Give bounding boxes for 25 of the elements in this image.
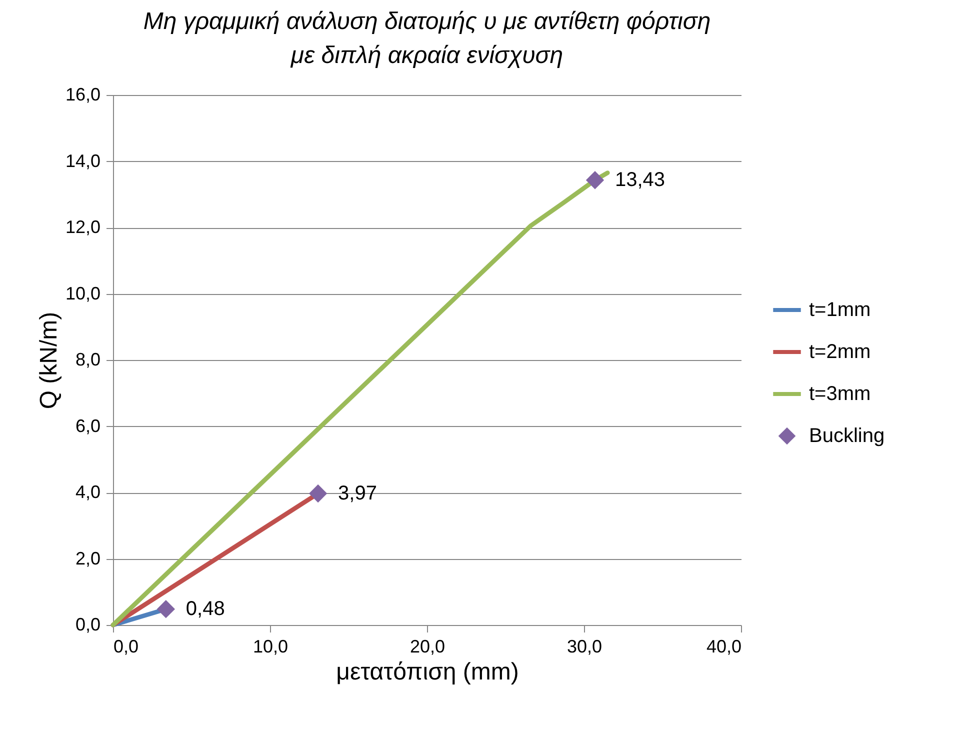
line-series: [110, 170, 610, 628]
y-tick-label: 12,0: [65, 217, 100, 237]
y-tick-label: 16,0: [65, 84, 100, 104]
y-tick-label: 10,0: [65, 283, 100, 304]
y-tick-label: 8,0: [75, 350, 100, 370]
y-tick-label: 2,0: [75, 548, 100, 568]
x-tick-label: 10,0: [252, 636, 288, 656]
data-label: 0,48: [186, 598, 225, 620]
x-tick-label: 20,0: [410, 636, 446, 656]
y-tick-label: 0,0: [75, 614, 100, 634]
data-label: 3,97: [338, 482, 377, 504]
x-tick-label: 40,0: [706, 636, 742, 656]
x-tick-label: 0,0: [114, 636, 139, 656]
legend-label: t=1mm: [809, 299, 871, 321]
x-tick-label: 30,0: [566, 636, 602, 656]
legend-label: Buckling: [809, 425, 885, 447]
data-label: 13,43: [614, 169, 666, 192]
x-axis-title: μετατόπιση (mm): [336, 658, 519, 686]
y-tick-label: 6,0: [75, 416, 100, 436]
legend-label: t=3mm: [809, 383, 871, 405]
y-axis-title: Q (kN/m): [35, 312, 62, 410]
legend-label: t=2mm: [809, 341, 871, 363]
chart-title: Μη γραμμική ανάλυση διατομής υ με αντίθετη φόρτιση με διπλή ακραία ενίσχυση: [143, 8, 711, 69]
y-tick-label: 14,0: [65, 150, 100, 171]
y-tick-label: 4,0: [75, 482, 100, 502]
